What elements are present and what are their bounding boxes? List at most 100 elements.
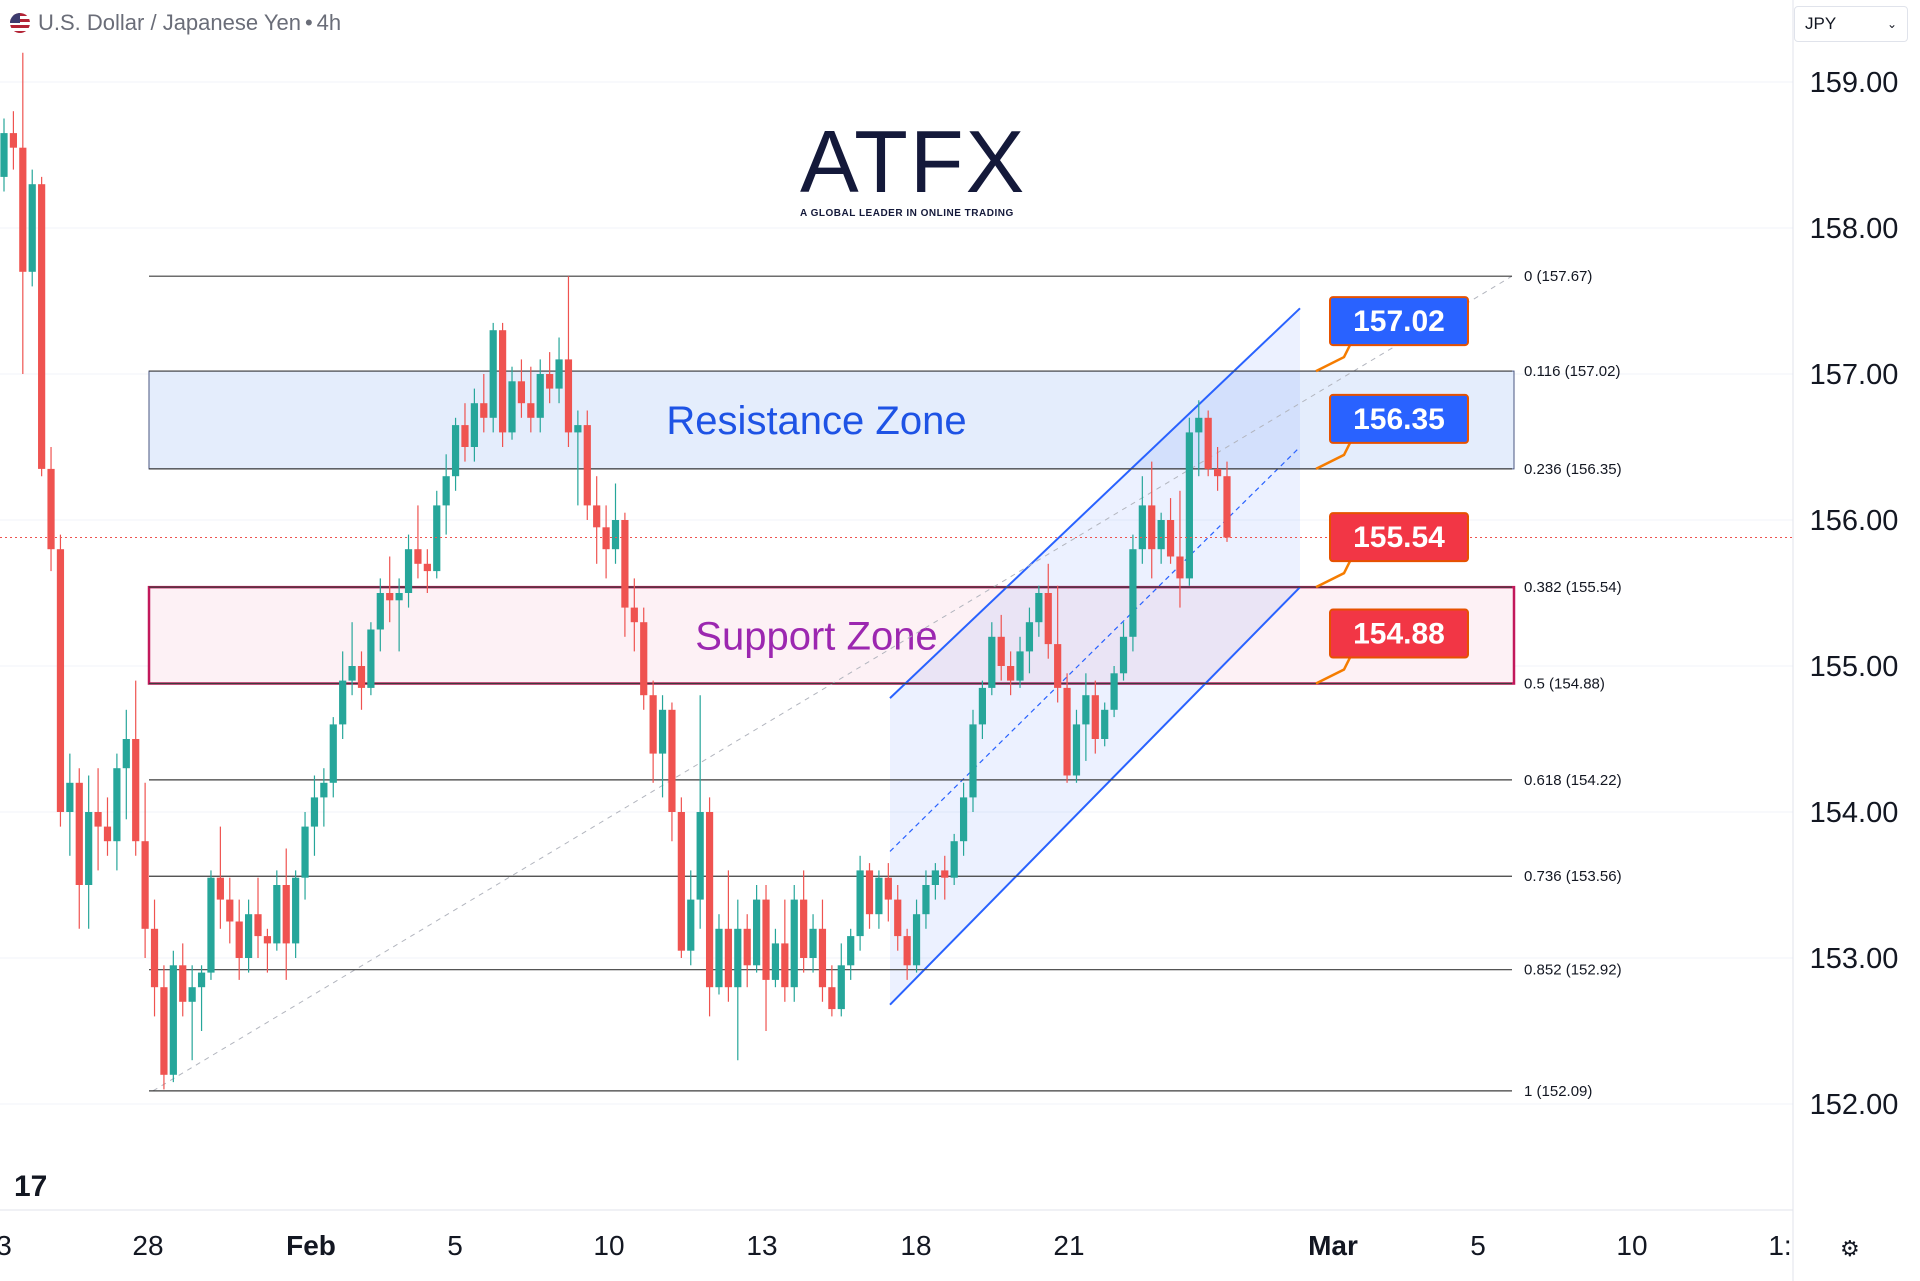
candle-body (546, 374, 554, 389)
callout-value: 156.35 (1353, 403, 1445, 436)
candle-body (574, 425, 582, 433)
candle (875, 870, 883, 929)
price-tick-label: 152.00 (1810, 1089, 1899, 1121)
candle (357, 651, 366, 710)
channel-lower-line (889, 586, 1301, 1006)
candle (724, 870, 732, 1002)
candle (630, 578, 638, 652)
candle-body (743, 928, 751, 966)
channel-mid-line (889, 446, 1301, 852)
candle-body (1204, 417, 1212, 469)
candle (687, 870, 695, 966)
candle (1063, 673, 1071, 783)
candle (593, 476, 601, 564)
time-axis[interactable]: 3 28 Feb 5 10 13 18 21 Mar 5 10 1: (0, 1230, 1792, 1261)
price-axis[interactable]: 159.00 158.00 157.00 156.00 155.00 154.00 153.… (1810, 67, 1899, 1121)
candle-body (1138, 505, 1146, 550)
tradingview-logo-icon[interactable]: 17 (14, 1170, 48, 1203)
candle-body (66, 782, 74, 812)
candle-body (790, 899, 798, 988)
candle (950, 833, 958, 885)
candle-body (593, 505, 601, 528)
candle (941, 855, 949, 900)
time-tick-label: 5 (1470, 1230, 1486, 1261)
fib-level-label: 0.736 (153.56) (1524, 868, 1622, 885)
chevron-down-icon: ⌄ (1886, 17, 1897, 31)
candle (828, 965, 836, 1017)
candle-body (978, 687, 986, 725)
candle-body (602, 527, 610, 550)
candle (461, 403, 469, 462)
resistance-zone (148, 370, 1515, 470)
callout-box (1329, 608, 1469, 659)
candle-body (1129, 549, 1137, 637)
candle-body (1157, 520, 1165, 550)
symbol-title[interactable]: U.S. Dollar / Japanese Yen (38, 10, 301, 35)
candle (19, 52, 27, 374)
candle-body (997, 636, 1005, 666)
candle (517, 359, 526, 418)
candle-body (527, 403, 535, 418)
candle (696, 695, 704, 929)
candle-body (320, 782, 328, 798)
price-channel[interactable] (889, 307, 1301, 1006)
candle-body (169, 965, 177, 1075)
candle (376, 578, 384, 652)
candle-body (216, 877, 224, 900)
candle-body (1176, 556, 1184, 579)
candle (1185, 417, 1193, 586)
candle (762, 885, 770, 1031)
interval-label[interactable]: 4h (316, 10, 342, 35)
candle-body (1148, 505, 1156, 550)
candle (1025, 607, 1034, 674)
candle (649, 680, 657, 783)
candle-body (837, 965, 845, 1010)
candle (47, 447, 55, 572)
candle-body (404, 549, 413, 593)
candle-body (38, 184, 46, 469)
candle (865, 863, 874, 929)
candle (404, 534, 413, 608)
candle (0, 118, 8, 192)
candle (753, 885, 761, 973)
candle-body (536, 374, 544, 418)
channel-upper-line (889, 307, 1301, 699)
candle-body (470, 403, 478, 447)
candle-body (583, 425, 591, 506)
candle (226, 877, 234, 944)
candle-body (517, 381, 526, 404)
candle (301, 812, 309, 900)
fibonacci-retracement[interactable]: 0 (157.67) 0.116 (157.02) 0.236 (156.35) 0.… (149, 268, 1622, 1100)
candle-body (687, 899, 695, 951)
candle-body (941, 870, 949, 878)
candle (1044, 563, 1052, 659)
candle-body (254, 914, 262, 937)
candle (235, 899, 243, 980)
candle-body (1213, 468, 1222, 477)
callout-box (1329, 393, 1469, 444)
candle-body (141, 841, 149, 929)
candle (1148, 461, 1156, 579)
candle-body (461, 425, 469, 447)
candle-body (1110, 673, 1118, 710)
candle-body (818, 928, 827, 988)
candle (339, 651, 347, 739)
candle (160, 965, 168, 1090)
time-tick-label: 1: (1768, 1230, 1791, 1261)
candle (103, 797, 112, 856)
candle (141, 782, 149, 958)
candle (847, 928, 855, 980)
fib-level-label: 0.116 (157.02) (1524, 363, 1620, 380)
candle-body (715, 928, 723, 988)
candle (1016, 636, 1024, 688)
currency-select[interactable]: JPY ⌄ (1794, 6, 1908, 42)
candle (1176, 490, 1184, 608)
candle (536, 359, 544, 433)
fib-level-label: 0.382 (155.54) (1524, 579, 1622, 596)
candle-body (150, 928, 159, 988)
candle-body (1072, 724, 1081, 776)
settings-gear-icon[interactable]: ⚙ (1840, 1236, 1860, 1261)
candle-body (781, 943, 789, 988)
candle-body (1091, 695, 1099, 739)
